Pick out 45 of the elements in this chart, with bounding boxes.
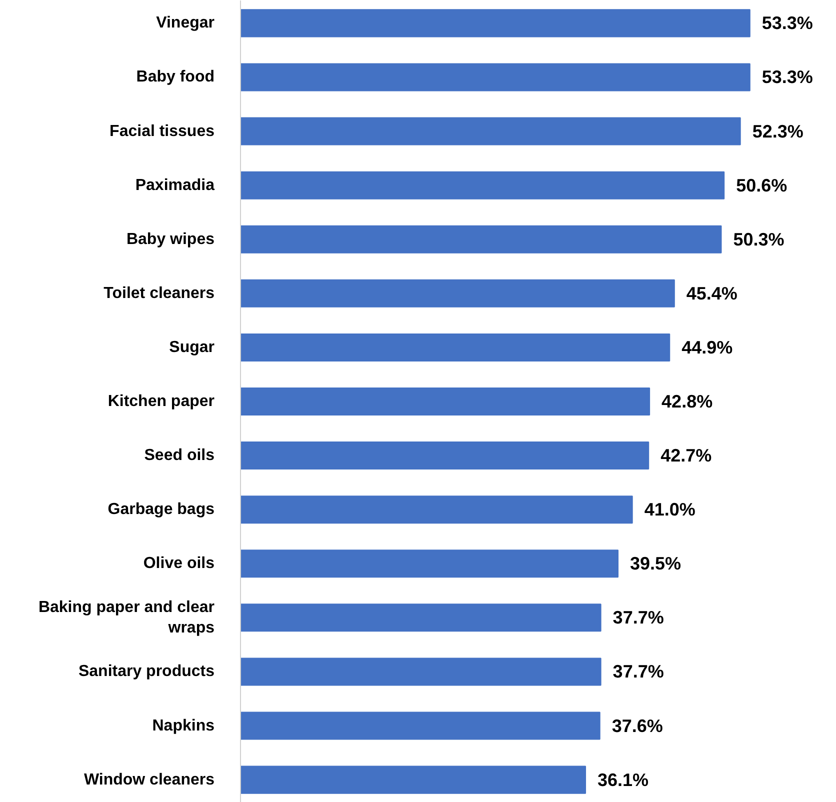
y-tick-label: Window cleaners <box>84 771 215 788</box>
y-tick-label: Facial tissues <box>110 122 215 140</box>
data-label: 39.5% <box>630 554 682 574</box>
bar <box>240 550 619 578</box>
y-tick-label: Kitchen paper <box>108 393 214 410</box>
y-tick-label: Napkins <box>152 717 215 734</box>
data-label: 53.3% <box>762 13 813 34</box>
bar <box>240 225 722 254</box>
data-label: 44.9% <box>682 337 733 358</box>
bar <box>240 658 602 686</box>
bar <box>240 279 675 308</box>
bar <box>240 766 586 794</box>
data-label: 53.3% <box>762 67 813 88</box>
data-label: 50.6% <box>736 175 788 196</box>
data-label: 41.0% <box>644 500 696 520</box>
bar <box>240 117 741 146</box>
data-label: 37.7% <box>612 662 664 682</box>
y-tick-label: Seed oils <box>144 447 215 464</box>
y-tick-label: Baby wipes <box>126 230 215 248</box>
y-tick-label: Paximadia <box>135 176 215 194</box>
data-label: 52.3% <box>752 121 804 142</box>
data-label: 42.8% <box>662 392 713 412</box>
bar <box>240 604 602 632</box>
y-tick-label: Baking paper and clear wraps <box>38 598 215 636</box>
y-tick-label: Garbage bags <box>108 501 215 518</box>
data-label: 45.4% <box>686 283 738 304</box>
data-label: 37.7% <box>612 608 664 628</box>
bar <box>240 333 670 362</box>
bar <box>240 171 725 200</box>
y-tick-label: Sugar <box>169 338 214 356</box>
data-label: 36.1% <box>598 770 649 790</box>
y-tick-label: Vinegar <box>156 14 215 32</box>
y-tick-label: Baby food <box>136 68 214 86</box>
bar <box>240 442 650 470</box>
y-tick-label: Sanitary products <box>78 663 215 680</box>
data-label: 42.7% <box>660 446 712 466</box>
bar <box>240 63 750 92</box>
y-tick-label: Olive oils <box>143 555 215 572</box>
data-label: 37.6% <box>612 716 663 736</box>
bar <box>240 387 650 416</box>
bar <box>240 712 600 740</box>
bar <box>240 9 750 38</box>
y-tick-label: Toilet cleaners <box>104 284 215 302</box>
data-label: 50.3% <box>733 229 784 250</box>
bar <box>240 496 633 524</box>
